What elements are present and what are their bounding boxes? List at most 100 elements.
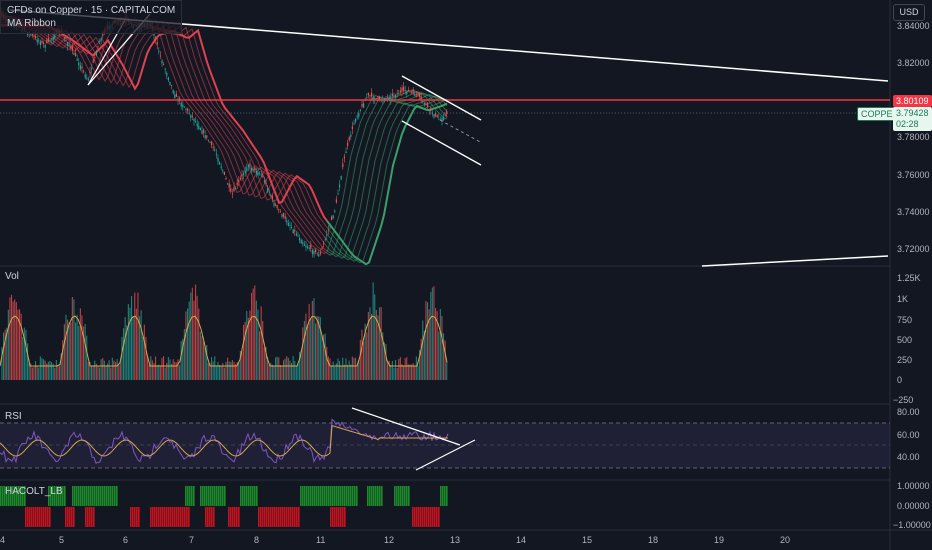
hacolt-bar-down (45, 507, 47, 527)
hacolt-bar-up (64, 486, 66, 506)
hacolt-bar-up (187, 486, 189, 506)
volume-bar (57, 365, 59, 380)
indicator-ma-ribbon-label[interactable]: MA Ribbon (7, 18, 56, 29)
volume-bar (411, 364, 413, 380)
symbol-title[interactable]: CFDs on Copper · 15 · CAPITALCOM (7, 5, 176, 16)
hacolt-bar-up (328, 486, 330, 506)
candle-body (91, 68, 93, 70)
candle-body (38, 40, 40, 42)
volume-bar (332, 361, 334, 380)
volume-bar (398, 359, 400, 380)
time-tick: 14 (516, 535, 527, 545)
hacolt-bar-down (188, 507, 190, 527)
hacolt-bar-up (326, 486, 328, 506)
volume-bar (283, 360, 285, 380)
candle-body (251, 167, 253, 171)
volume-bar (446, 362, 448, 380)
candle-body (263, 180, 265, 183)
volume-bar (425, 301, 427, 380)
hacolt-bar-down (258, 507, 260, 527)
candle-body (276, 205, 278, 208)
hacolt-bar-up (406, 486, 408, 506)
volume-bar (427, 302, 429, 380)
candle-body (316, 252, 318, 254)
hacolt-bar-up (12, 486, 14, 506)
rsi-pane-label[interactable]: RSI (5, 411, 22, 422)
volume-bar (225, 361, 227, 380)
candle-body (259, 173, 261, 175)
volume-bar (43, 359, 45, 380)
hacolt-bar-up (442, 486, 444, 506)
candle-body (44, 44, 46, 48)
volume-bar (185, 311, 187, 380)
candle-body (52, 36, 54, 40)
hacolt-bar-up (308, 486, 310, 506)
volume-bar (249, 310, 251, 380)
candle-body (361, 104, 363, 107)
candle-body (303, 244, 305, 246)
volume-bar (46, 363, 48, 380)
volume-bar (111, 357, 113, 380)
hacolt-bar-up (369, 486, 371, 506)
candle-body (281, 214, 283, 217)
hacolt-bar-up (20, 486, 22, 506)
volume-bar (294, 360, 296, 380)
ma-ribbon-line (0, 19, 328, 248)
candle-body (334, 210, 336, 212)
hacolt-bar-up (379, 486, 381, 506)
hacolt-bar-down (130, 507, 132, 527)
hacolt-bar-up (350, 486, 352, 506)
candle-body (305, 245, 307, 248)
hacolt-bar-down (436, 507, 438, 527)
volume-bar (401, 364, 403, 380)
candle-body (43, 42, 45, 44)
candle-body (299, 237, 301, 241)
hacolt-bar-down (232, 507, 234, 527)
candle-body (335, 199, 337, 203)
hacolt-bar-down (213, 507, 215, 527)
volume-bar (302, 327, 304, 380)
hacolt-bar-up (246, 486, 248, 506)
candle-body (446, 111, 448, 114)
candle-body (39, 41, 41, 46)
volume-bar (134, 292, 136, 380)
volume-bar (14, 299, 16, 380)
volume-bar (254, 285, 256, 380)
volume-bar (348, 360, 350, 380)
hacolt-bar-up (114, 486, 116, 506)
volume-pane-label[interactable]: Vol (5, 271, 19, 282)
candle-body (393, 95, 395, 97)
volume-bar (406, 357, 408, 380)
candle-body (311, 249, 313, 254)
volume-bar (191, 287, 193, 380)
hacolt-bar-down (270, 507, 272, 527)
hacolt-bar-up (354, 486, 356, 506)
volume-bar (97, 365, 99, 380)
candle-body (292, 229, 294, 234)
hacolt-bar-up (62, 486, 64, 506)
candle-body (187, 108, 189, 111)
hacolt-pane-label[interactable]: HACOLT_LB (5, 486, 63, 497)
candle-body (65, 40, 67, 42)
volume-bar (278, 357, 280, 380)
hacolt-bar-down (284, 507, 286, 527)
volume-bar (129, 307, 131, 380)
volume-bar (268, 365, 270, 380)
candle-body (84, 74, 86, 78)
channel-lower (401, 120, 482, 166)
candle-body (153, 34, 155, 36)
hacolt-bar-down (422, 507, 424, 527)
volume-bar (161, 358, 163, 380)
volume-bar (263, 347, 265, 380)
legend-header[interactable]: CFDs on Copper · 15 · CAPITALCOM MA Ribb… (0, 0, 183, 34)
hacolt-bar-down (184, 507, 186, 527)
currency-button[interactable]: USD (893, 4, 925, 21)
candle-body (35, 35, 37, 38)
candle-body (225, 178, 227, 180)
time-tick: 18 (648, 535, 659, 545)
hacolt-bar-down (236, 507, 238, 527)
hacolt-bar-up (250, 486, 252, 506)
candle-body (163, 64, 165, 65)
candle-body (207, 140, 209, 141)
